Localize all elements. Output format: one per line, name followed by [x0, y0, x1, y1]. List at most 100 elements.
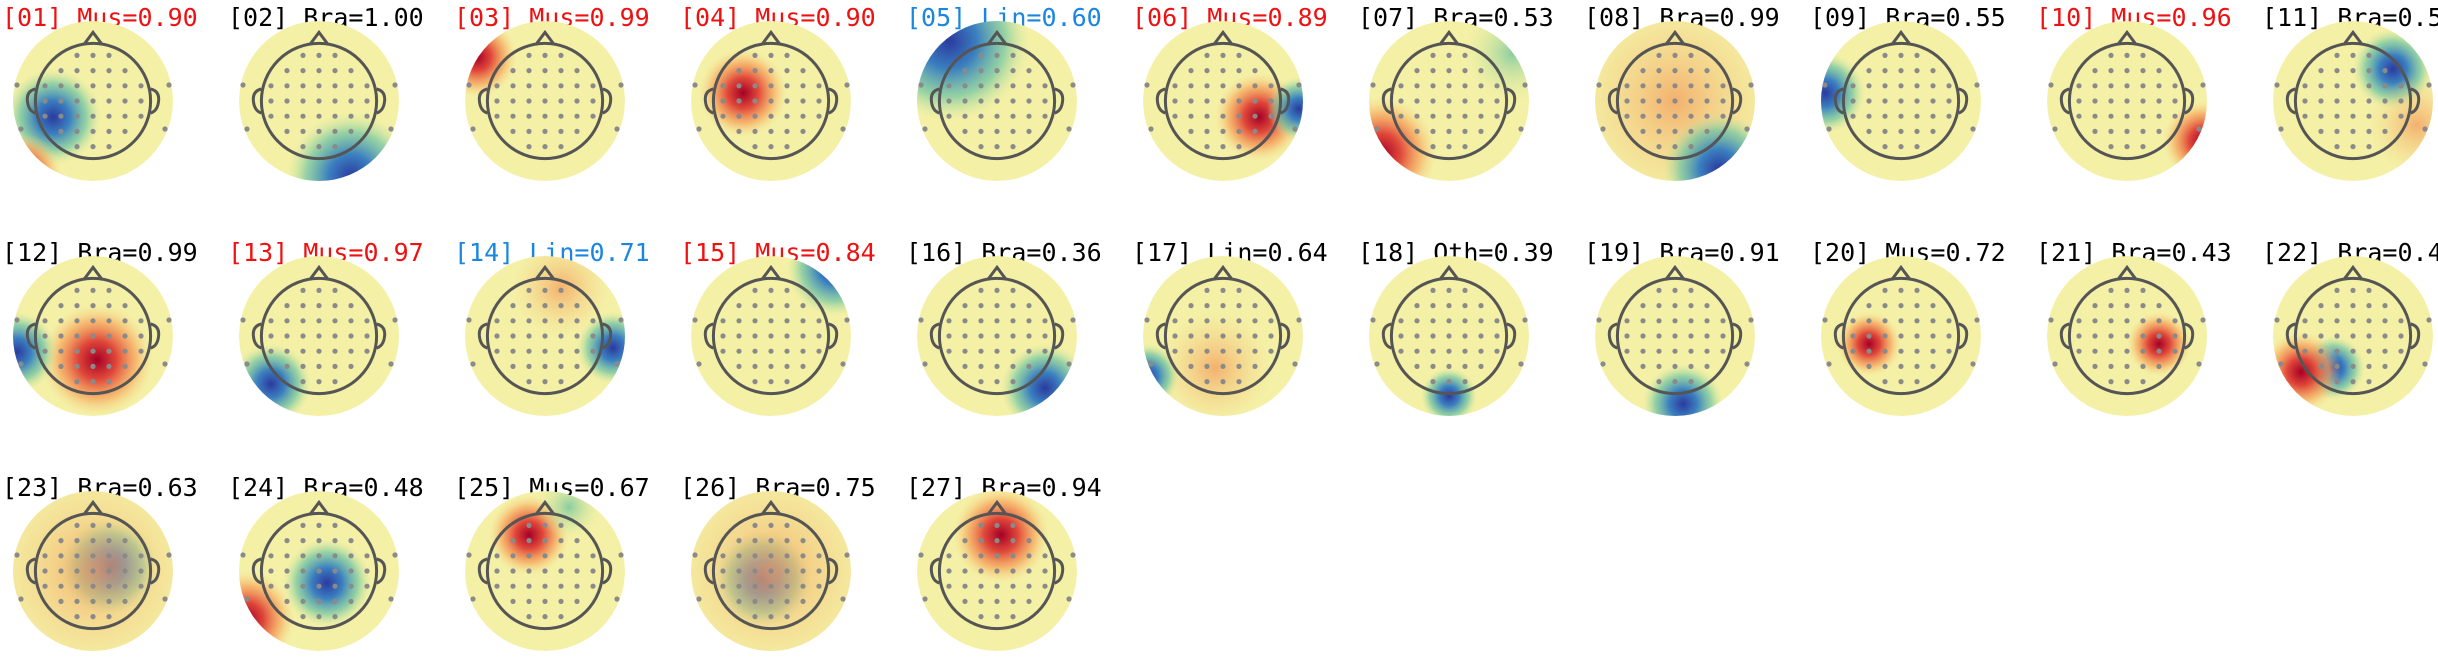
electrode [2076, 113, 2082, 119]
electrode [42, 568, 48, 574]
electrode [2350, 144, 2356, 150]
electrode [1914, 318, 1920, 324]
electrode [768, 614, 774, 620]
electrode [138, 98, 144, 104]
electrode [90, 113, 96, 119]
electrode [736, 83, 742, 89]
electrode [768, 363, 774, 369]
electrode [106, 553, 112, 559]
electrode [1882, 113, 1888, 119]
electrode [720, 83, 726, 89]
electrode [1204, 128, 1210, 134]
electrode [2350, 68, 2356, 74]
nose [2116, 264, 2138, 281]
electrode [1268, 113, 1274, 119]
electrode [614, 596, 620, 602]
electrode [1414, 83, 1420, 89]
electrode [348, 583, 354, 589]
electrode [542, 348, 548, 354]
electrode [2156, 128, 2162, 134]
map-blob [239, 344, 311, 416]
ear-left [703, 322, 714, 350]
topomap-panel: [20] Mus=0.72 [1810, 238, 2006, 416]
electrode [1688, 68, 1694, 74]
electrode [962, 303, 968, 309]
electrode [1720, 348, 1726, 354]
electrode [1414, 113, 1420, 119]
electrode [510, 98, 516, 104]
electrode [946, 98, 952, 104]
electrode [122, 553, 128, 559]
electrode [1066, 361, 1072, 367]
electrode [1640, 348, 1646, 354]
electrode [1462, 68, 1468, 74]
nose [308, 499, 330, 516]
electrode [1462, 113, 1468, 119]
map-blob [1267, 77, 1303, 141]
electrode [2366, 83, 2372, 89]
electrode [2108, 333, 2114, 339]
electrode [1866, 348, 1872, 354]
electrode [1220, 128, 1226, 134]
electrode [510, 318, 516, 324]
electrode [558, 614, 564, 620]
electrode [978, 568, 984, 574]
electrode [284, 333, 290, 339]
electrode [332, 113, 338, 119]
head-outline [2293, 41, 2413, 161]
electrode [2318, 363, 2324, 369]
electrode [58, 598, 64, 605]
head-outline [259, 276, 379, 396]
electrode [962, 98, 968, 104]
electrode [1010, 98, 1016, 104]
map-blob [2163, 101, 2207, 181]
electrode [122, 128, 128, 134]
electrode [692, 82, 698, 88]
electrode [1656, 113, 1662, 119]
electrode [1672, 83, 1678, 89]
electrode [2140, 379, 2146, 385]
electrode [300, 52, 306, 59]
electrode [768, 333, 774, 339]
electrode [74, 52, 80, 59]
ear-left [2285, 322, 2296, 350]
electrode [1882, 333, 1888, 339]
electrode [2092, 348, 2098, 354]
electrode [1656, 83, 1662, 89]
electrode [2318, 68, 2324, 74]
electrode [2052, 126, 2058, 132]
electrode [1930, 318, 1936, 324]
ear-right [376, 87, 387, 115]
electrode [1446, 113, 1452, 119]
electrode [784, 522, 790, 529]
electrode [978, 318, 984, 324]
electrode [526, 98, 532, 104]
electrode [1672, 348, 1678, 354]
electrode [1656, 144, 1662, 150]
electrode [2350, 379, 2356, 385]
electrode [526, 568, 532, 574]
electrode [1430, 83, 1436, 89]
electrode [978, 363, 984, 369]
electrode [542, 522, 548, 529]
ear-left [929, 87, 940, 115]
electrode [574, 113, 580, 119]
electrode [1914, 68, 1920, 74]
electrode [162, 596, 168, 602]
electrode [1720, 98, 1726, 104]
electrode [2124, 303, 2130, 309]
electrode [1172, 113, 1178, 119]
electrode [542, 583, 548, 589]
electrode [58, 553, 64, 559]
electrode [14, 552, 20, 558]
electrode [1026, 553, 1032, 559]
electrode [332, 538, 338, 544]
electrode [2124, 83, 2130, 89]
electrode [1930, 128, 1936, 134]
scalp-map [917, 256, 1077, 416]
electrode [1672, 98, 1678, 104]
electrode [2398, 113, 2404, 119]
electrode [106, 379, 112, 385]
electrode [1866, 98, 1872, 104]
ear-right [150, 87, 161, 115]
